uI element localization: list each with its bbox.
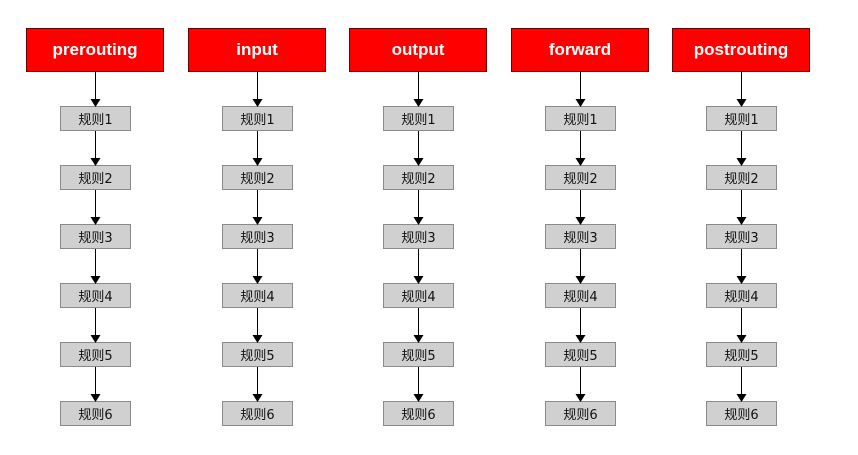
chain-prerouting: prerouting bbox=[26, 28, 164, 72]
rule-box: 规则1 bbox=[545, 106, 616, 131]
rule-box: 规则6 bbox=[222, 401, 293, 426]
rule-box: 规则6 bbox=[60, 401, 131, 426]
chain-output: output bbox=[349, 28, 487, 72]
rule-box: 规则4 bbox=[60, 283, 131, 308]
rule-box: 规则2 bbox=[60, 165, 131, 190]
rule-box: 规则2 bbox=[222, 165, 293, 190]
rule-box: 规则5 bbox=[545, 342, 616, 367]
rule-box: 规则6 bbox=[706, 401, 777, 426]
rule-box: 规则3 bbox=[706, 224, 777, 249]
rule-box: 规则1 bbox=[706, 106, 777, 131]
rule-box: 规则5 bbox=[222, 342, 293, 367]
chain-postrouting: postrouting bbox=[672, 28, 810, 72]
rule-box: 规则1 bbox=[383, 106, 454, 131]
rule-box: 规则5 bbox=[706, 342, 777, 367]
rule-box: 规则3 bbox=[383, 224, 454, 249]
chain-forward: forward bbox=[511, 28, 649, 72]
chain-input: input bbox=[188, 28, 326, 72]
rule-box: 规则1 bbox=[60, 106, 131, 131]
rule-box: 规则2 bbox=[545, 165, 616, 190]
rule-box: 规则4 bbox=[222, 283, 293, 308]
rule-box: 规则5 bbox=[60, 342, 131, 367]
rule-box: 规则1 bbox=[222, 106, 293, 131]
rule-box: 规则4 bbox=[383, 283, 454, 308]
